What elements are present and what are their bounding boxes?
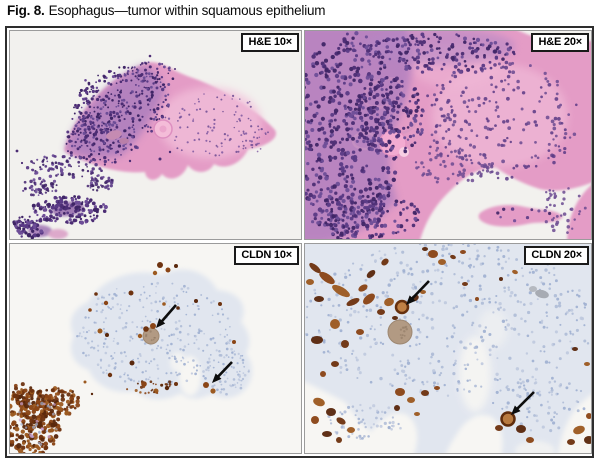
figure-label: Fig. 8. — [7, 3, 45, 18]
panel-label-cldn-20x: CLDN 20× — [524, 246, 589, 265]
panel-label-cldn-10x: CLDN 10× — [234, 246, 299, 265]
panel-cldn-20x: CLDN 20× — [304, 243, 592, 454]
cldn-20x-micrograph — [305, 244, 591, 453]
figure-caption: Fig. 8. Esophagus—tumor within squamous e… — [7, 3, 326, 18]
annotation-arrow — [511, 391, 535, 415]
cldn-10x-micrograph — [10, 244, 301, 453]
panel-cldn-10x: CLDN 10× — [9, 243, 302, 454]
panel-he-20x: H&E 20× — [304, 30, 592, 240]
panel-label-he-10x: H&E 10× — [241, 33, 299, 52]
panel-he-10x: H&E 10× — [9, 30, 302, 240]
he-20x-micrograph — [305, 31, 591, 239]
annotation-arrow — [212, 361, 233, 383]
figure-box: H&E 10× H&E 20× CLDN 10× CLDN 20× — [5, 26, 594, 458]
annotation-arrow — [406, 280, 430, 305]
annotation-arrow — [156, 304, 177, 328]
he-10x-micrograph — [10, 31, 301, 239]
panel-label-he-20x: H&E 20× — [531, 33, 589, 52]
figure-title: Esophagus—tumor within squamous epitheli… — [48, 3, 326, 18]
